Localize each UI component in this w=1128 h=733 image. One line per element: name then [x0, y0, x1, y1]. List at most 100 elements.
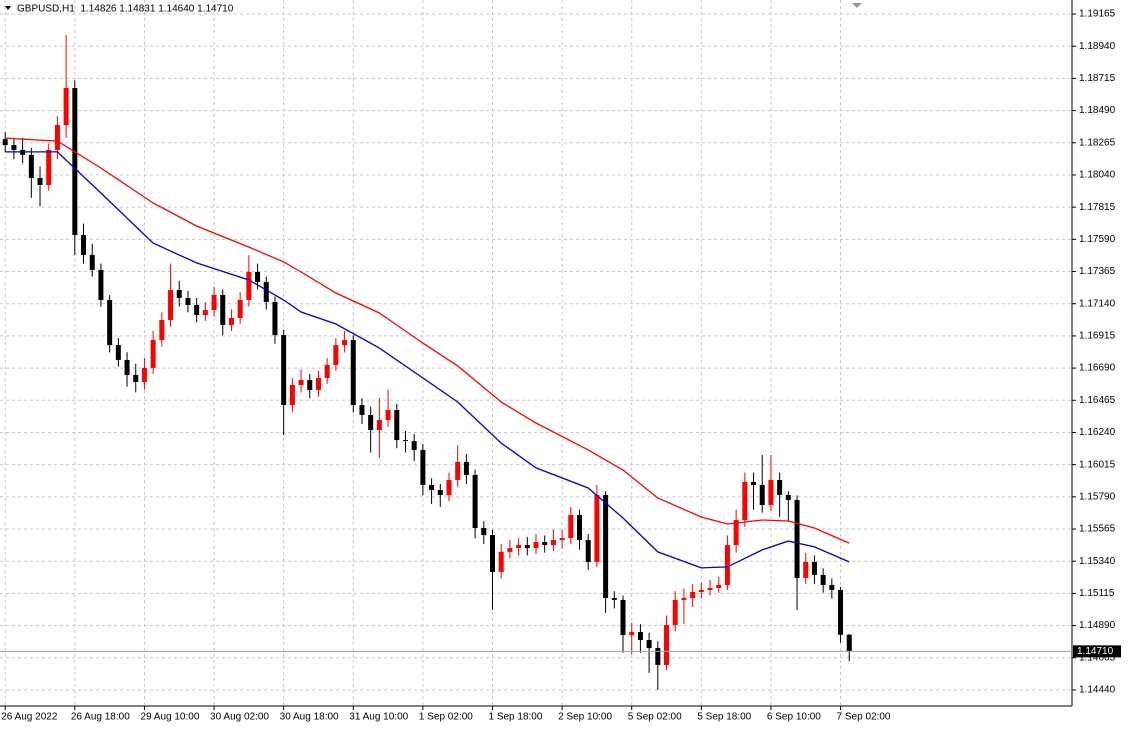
candle-body: [2, 139, 8, 146]
y-tick-label: 1.16240: [1079, 427, 1116, 438]
y-tick-label: 1.18940: [1079, 41, 1116, 52]
candle-body: [333, 345, 339, 365]
candle-body: [124, 359, 130, 375]
candle-body: [759, 484, 765, 506]
candle-body: [585, 540, 591, 562]
last-price-box: [1073, 645, 1121, 658]
candle-body: [194, 305, 200, 316]
candle-body: [176, 289, 182, 298]
candle-body: [220, 294, 226, 326]
candle-body: [524, 545, 530, 549]
candle-body: [420, 449, 426, 485]
candle-body: [733, 520, 739, 546]
candle-body: [455, 461, 461, 480]
candle-body: [107, 299, 113, 346]
x-tick-label: 31 Aug 10:00: [349, 712, 408, 723]
candle-body: [202, 310, 208, 316]
candle-body: [646, 640, 652, 649]
x-tick-label: 5 Sep 02:00: [628, 712, 682, 723]
candle-body: [359, 405, 365, 416]
candle-body: [289, 384, 295, 406]
candle-body: [281, 335, 287, 406]
y-tick-label: 1.16465: [1079, 395, 1116, 406]
candle-body: [811, 561, 817, 575]
y-tick-label: 1.15790: [1079, 491, 1116, 502]
shift-marker: [852, 3, 862, 8]
candle-body: [28, 154, 34, 178]
candle-body: [846, 634, 852, 652]
candle-body: [429, 484, 435, 490]
x-tick-label: 1 Sep 18:00: [488, 712, 542, 723]
candle-body: [37, 177, 43, 185]
candle-body: [664, 625, 670, 665]
x-tick-label: 6 Sep 10:00: [767, 712, 821, 723]
candle-body: [559, 538, 565, 541]
candle-body: [463, 461, 469, 475]
candle-body: [89, 254, 95, 270]
candle-body: [724, 545, 730, 585]
candle-body: [838, 589, 844, 635]
candle-body: [246, 271, 252, 300]
y-tick-label: 1.18040: [1079, 170, 1116, 181]
candle-body: [376, 420, 382, 431]
candle-body: [516, 545, 522, 549]
x-tick-label: 7 Sep 02:00: [837, 712, 891, 723]
candle-body: [603, 494, 609, 598]
candle-body: [54, 125, 60, 150]
candle-body: [803, 561, 809, 578]
candle-body: [81, 235, 87, 255]
candle-body: [211, 294, 217, 311]
candle-body: [307, 379, 313, 390]
candle-body: [481, 528, 487, 536]
candle-body: [542, 542, 548, 546]
y-tick-label: 1.17590: [1079, 234, 1116, 245]
candle-body: [272, 301, 278, 336]
candle-body: [324, 364, 330, 378]
candle-body: [577, 515, 583, 541]
candle-body: [237, 299, 243, 319]
last-price-label: 1.14710: [1077, 646, 1114, 657]
candle-body: [533, 542, 539, 549]
candle-body: [751, 481, 757, 485]
candle-body: [672, 599, 678, 626]
menu-triangle[interactable]: [5, 6, 11, 10]
moving-average: [5, 151, 850, 569]
y-tick-label: 1.14665: [1079, 652, 1116, 663]
x-tick-label: 30 Aug 18:00: [280, 712, 339, 723]
candle-body: [133, 374, 139, 382]
candle-body: [655, 648, 661, 665]
candle-body: [385, 410, 391, 421]
candle-body: [629, 632, 635, 636]
candle-body: [46, 149, 52, 185]
candle-body: [768, 479, 774, 506]
candle-body: [507, 548, 513, 552]
y-tick-label: 1.17815: [1079, 202, 1116, 213]
candle-body: [742, 481, 748, 521]
candle-body: [342, 340, 348, 346]
candle-body: [159, 320, 165, 341]
candle-body: [637, 632, 643, 641]
y-tick-label: 1.19165: [1079, 9, 1116, 20]
y-tick-label: 1.16015: [1079, 459, 1116, 470]
x-tick-label: 2 Sep 10:00: [558, 712, 612, 723]
moving-average: [5, 137, 850, 544]
y-tick-label: 1.15565: [1079, 524, 1116, 535]
candle-body: [698, 589, 704, 592]
candle-body: [437, 489, 443, 495]
candle-body: [150, 340, 156, 368]
candle-body: [11, 145, 17, 150]
candle-body: [168, 289, 174, 321]
candle-body: [446, 479, 452, 495]
y-tick-label: 1.16915: [1079, 331, 1116, 342]
candle-body: [611, 597, 617, 600]
candle-body: [594, 494, 600, 562]
x-tick-label: 26 Aug 18:00: [71, 712, 130, 723]
candle-body: [690, 591, 696, 598]
candle-body: [472, 474, 478, 529]
y-tick-label: 1.15115: [1079, 588, 1115, 599]
candle-body: [368, 415, 374, 431]
candle-body: [785, 494, 791, 500]
